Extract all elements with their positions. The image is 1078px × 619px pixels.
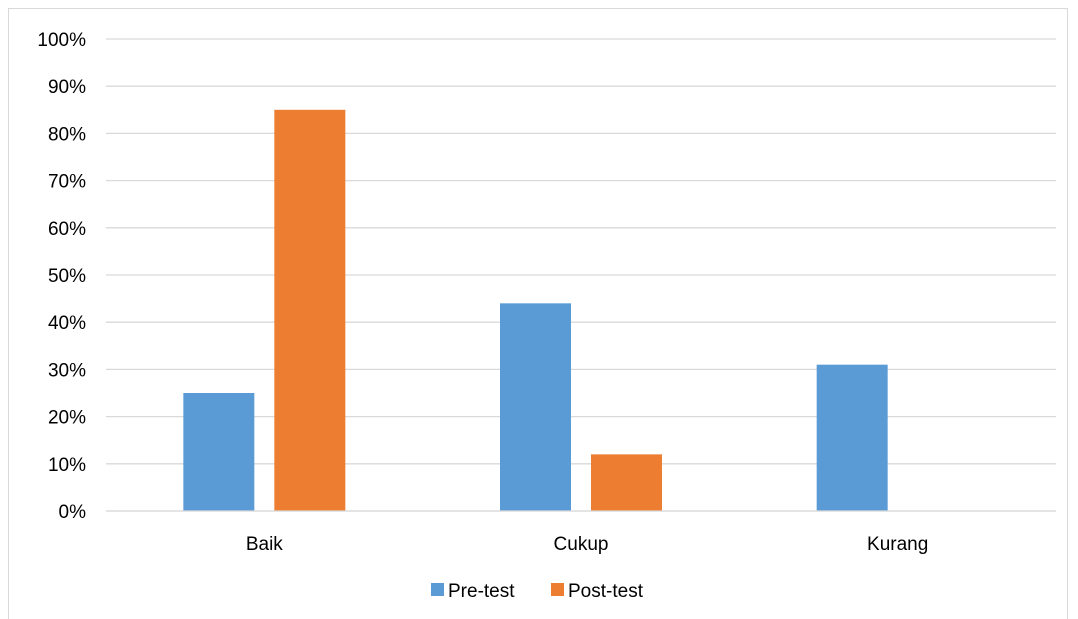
y-axis-ticks: 0% 10% 20% 30% 40% 50% 60% 70% 80% 90% 100% <box>37 30 86 523</box>
legend: Pre-test Post-test <box>431 581 644 602</box>
y-tick-label: 0% <box>59 502 87 523</box>
y-tick-label: 10% <box>48 455 86 476</box>
x-category-label: Kurang <box>867 534 928 555</box>
bar-post-test-baik <box>274 109 346 512</box>
y-tick-label: 60% <box>48 219 86 240</box>
y-tick-label: 30% <box>48 360 86 381</box>
y-tick-label: 40% <box>48 313 86 334</box>
y-tick-label: 50% <box>48 266 86 287</box>
bars <box>183 109 888 512</box>
bar-pre-test-baik <box>183 393 255 511</box>
y-tick-label: 80% <box>48 124 86 145</box>
y-tick-label: 70% <box>48 172 86 193</box>
y-tick-label: 90% <box>48 77 86 98</box>
y-tick-label: 100% <box>37 30 86 51</box>
y-tick-label: 20% <box>48 408 86 429</box>
x-axis: Baik Cukup Kurang <box>106 510 1056 555</box>
legend-swatch <box>551 583 564 596</box>
bar-pre-test-kurang <box>816 364 888 511</box>
bar-post-test-cukup <box>591 454 662 511</box>
x-category-label: Baik <box>246 534 283 555</box>
legend-label: Post-test <box>568 581 644 602</box>
legend-label: Pre-test <box>448 581 515 602</box>
legend-swatch <box>431 583 444 596</box>
bar-pre-test-cukup <box>500 303 571 511</box>
x-category-label: Cukup <box>554 534 609 555</box>
